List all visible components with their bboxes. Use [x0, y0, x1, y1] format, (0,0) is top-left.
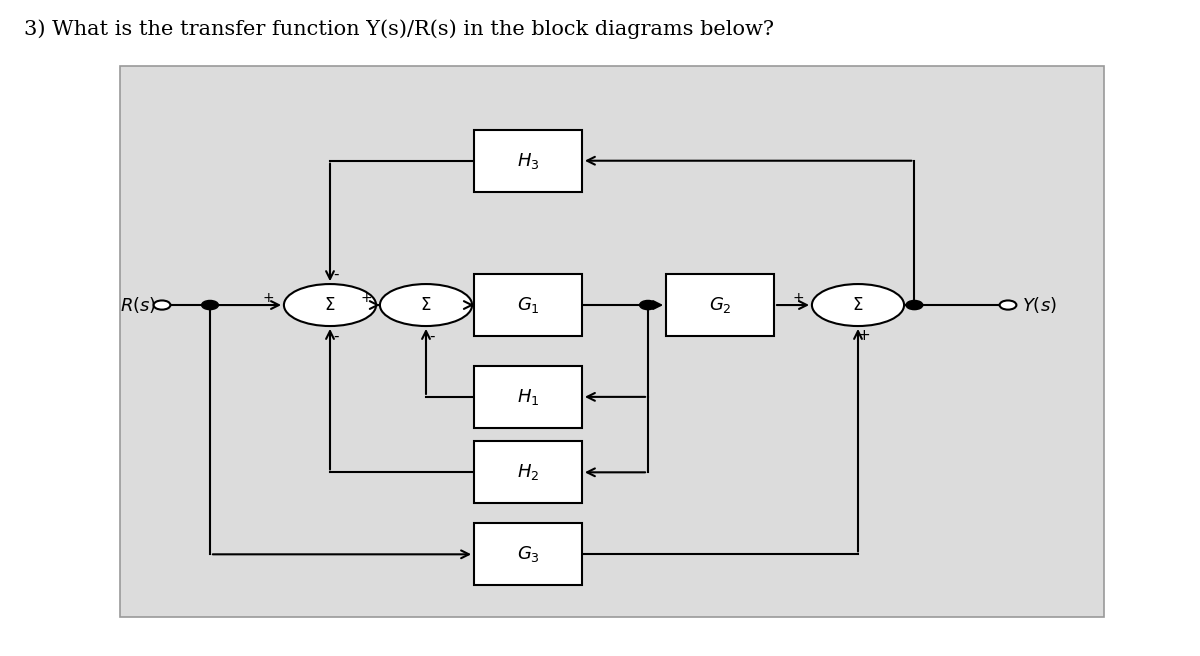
Text: $H_2$: $H_2$ [517, 462, 539, 482]
Text: +: + [361, 291, 372, 306]
Text: $G_3$: $G_3$ [516, 544, 540, 564]
Text: $\Sigma$: $\Sigma$ [420, 297, 432, 314]
Ellipse shape [284, 284, 376, 326]
Ellipse shape [380, 284, 472, 326]
Text: $\Sigma$: $\Sigma$ [324, 297, 336, 314]
Bar [120, 66, 1104, 617]
Ellipse shape [812, 284, 904, 326]
Text: -: - [430, 329, 434, 343]
Bar [474, 366, 582, 428]
Text: -: - [334, 329, 338, 343]
Text: $Y(s)$: $Y(s)$ [1022, 295, 1057, 315]
Bar [474, 130, 582, 192]
Text: 3) What is the transfer function Y(s)/R(s) in the block diagrams below?: 3) What is the transfer function Y(s)/R(… [24, 20, 774, 39]
Circle shape [640, 300, 656, 310]
Text: +: + [793, 291, 804, 306]
Text: $H_3$: $H_3$ [517, 151, 539, 171]
Text: $\Sigma$: $\Sigma$ [852, 297, 864, 314]
Bar [474, 441, 582, 504]
Text: $R(s)$: $R(s)$ [120, 295, 156, 315]
Bar [666, 274, 774, 336]
Circle shape [1000, 300, 1016, 310]
Text: -: - [334, 267, 338, 281]
Text: $G_1$: $G_1$ [516, 295, 540, 315]
Text: $G_2$: $G_2$ [709, 295, 731, 315]
Circle shape [906, 300, 923, 310]
Text: $H_1$: $H_1$ [517, 387, 539, 407]
Circle shape [154, 300, 170, 310]
Bar [474, 274, 582, 336]
Bar [474, 523, 582, 585]
Circle shape [202, 300, 218, 310]
Text: +: + [858, 329, 870, 343]
Text: +: + [263, 291, 274, 306]
